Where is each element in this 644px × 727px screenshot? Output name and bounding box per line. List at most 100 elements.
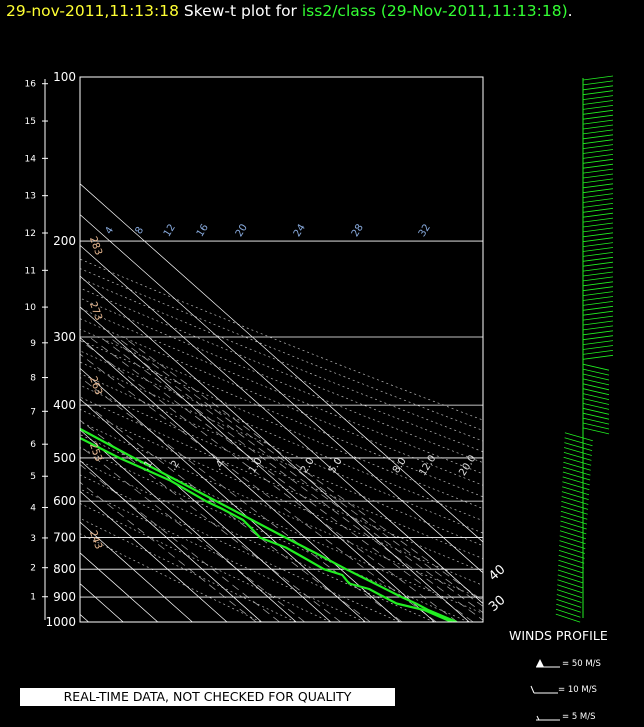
wind-barb bbox=[582, 124, 614, 130]
wind-barb bbox=[582, 247, 614, 252]
wind-legend-50: = 50 M/S bbox=[534, 658, 634, 672]
wind-barb bbox=[563, 452, 592, 461]
mixing-ratio-line bbox=[89, 336, 474, 622]
altitude-label: 3 bbox=[30, 534, 36, 544]
wind-barb bbox=[563, 461, 591, 471]
isotherm bbox=[0, 77, 19, 622]
mixing-ratio-lower-label: .2 bbox=[168, 459, 182, 473]
mixing-ratio-line bbox=[123, 336, 483, 602]
mixing-ratio-upper-label-group: 20 bbox=[234, 222, 250, 239]
wind-barb bbox=[562, 466, 591, 476]
altitude-label: 11 bbox=[25, 266, 36, 276]
wind-barb bbox=[582, 227, 614, 233]
pressure-label: 500 bbox=[53, 451, 76, 465]
wind-barb bbox=[562, 471, 591, 481]
dry-adiabat bbox=[80, 503, 331, 622]
mixing-ratio-upper-label-group: 4 bbox=[104, 225, 117, 236]
mixing-ratio-upper-label-group: 32 bbox=[417, 222, 433, 239]
wind-barb-50-icon bbox=[536, 659, 560, 668]
mixing-ratio-upper-label: 20 bbox=[234, 222, 250, 239]
title-timestamp: 29-nov-2011,11:13:18 bbox=[6, 2, 179, 20]
wind-barb bbox=[557, 584, 583, 594]
wind-barb bbox=[582, 403, 610, 410]
pressure-label: 1000 bbox=[45, 615, 76, 629]
mixing-ratio-line bbox=[80, 376, 403, 622]
altitude-label: 13 bbox=[25, 192, 36, 202]
mixing-ratio-lower-label-group: 1.0 bbox=[247, 456, 265, 475]
wind-barb bbox=[559, 545, 586, 554]
isotherm bbox=[80, 521, 193, 622]
title-plot-label: Skew-t plot for bbox=[183, 2, 297, 20]
wind-barb bbox=[560, 510, 588, 520]
isotherm bbox=[80, 337, 401, 622]
wind-barb bbox=[582, 242, 614, 247]
wind-barb bbox=[564, 437, 593, 447]
mixing-ratio-line bbox=[116, 336, 483, 607]
isotherm bbox=[80, 367, 366, 622]
wind-legend-5-label: = 5 M/S bbox=[562, 712, 596, 722]
wind-barb bbox=[561, 505, 588, 515]
wind-barb bbox=[560, 515, 588, 525]
pressure-label: 800 bbox=[53, 562, 76, 576]
winds-profile-title: WINDS PROFILE bbox=[509, 628, 608, 643]
altitude-label: 7 bbox=[30, 407, 36, 417]
wind-barb bbox=[557, 569, 584, 579]
wind-barb bbox=[582, 90, 614, 96]
temperature-profile-line bbox=[80, 427, 458, 622]
wind-barb bbox=[582, 222, 614, 228]
wind-barb bbox=[582, 325, 614, 331]
skewt-grid bbox=[0, 77, 483, 622]
wind-barb bbox=[582, 232, 614, 238]
mixing-ratio-upper-label: 32 bbox=[417, 222, 433, 239]
wind-barb bbox=[582, 368, 610, 376]
altitude-label: 1 bbox=[30, 593, 36, 603]
isotherm bbox=[80, 306, 435, 622]
title-station: iss2/class (29-Nov-2011,11:13:18) bbox=[301, 2, 568, 20]
isotherm bbox=[80, 398, 332, 622]
wind-barb bbox=[560, 520, 587, 530]
skewt-labels: 1002003004005006007008009001000123456789… bbox=[25, 70, 509, 629]
pressure-label: 200 bbox=[53, 234, 76, 248]
isotherm bbox=[80, 244, 483, 604]
wind-barb bbox=[582, 163, 614, 169]
mixing-ratio-line bbox=[80, 481, 257, 622]
wind-barb bbox=[582, 261, 614, 267]
pressure-label: 100 bbox=[53, 70, 76, 84]
wind-barb bbox=[582, 173, 614, 179]
wind-barb bbox=[562, 481, 590, 491]
dry-adiabat bbox=[80, 460, 435, 622]
mixing-ratio-upper-label: 16 bbox=[195, 222, 211, 239]
wind-barb-10-icon bbox=[530, 685, 558, 694]
isotherm bbox=[80, 275, 470, 622]
wind-barb bbox=[556, 594, 582, 603]
wind-legend-50-label: = 50 M/S bbox=[562, 659, 601, 669]
dry-adiabat bbox=[80, 268, 483, 431]
mixing-ratio-lower-label-group: .4 bbox=[213, 459, 227, 473]
wind-barb bbox=[582, 158, 614, 164]
mixing-ratio-lower-label-group: 12.0 bbox=[417, 453, 438, 478]
wind-barb bbox=[582, 85, 614, 91]
wind-barb bbox=[563, 447, 592, 456]
wind-barb bbox=[561, 491, 589, 500]
mixing-ratio-upper-label-group: 28 bbox=[350, 222, 366, 239]
wind-barb bbox=[582, 168, 614, 174]
pressure-label: 700 bbox=[53, 531, 76, 545]
wind-barb bbox=[560, 525, 587, 535]
wind-barb bbox=[582, 252, 614, 257]
mixing-ratio-upper-label-group: 24 bbox=[292, 222, 308, 239]
mixing-ratio-lower-label: .1 bbox=[141, 459, 155, 473]
wind-barb bbox=[582, 207, 614, 213]
wind-barb bbox=[558, 564, 584, 574]
altitude-label: 9 bbox=[30, 339, 36, 349]
wind-barb bbox=[582, 330, 614, 336]
plot-frame bbox=[79, 76, 484, 623]
isotherm bbox=[80, 429, 297, 622]
qc-notice: REAL-TIME DATA, NOT CHECKED FOR QUALITY bbox=[20, 688, 395, 706]
wind-barb bbox=[582, 154, 614, 159]
wind-barb bbox=[582, 144, 614, 149]
wind-barb bbox=[555, 613, 581, 623]
wind-barb bbox=[582, 129, 614, 135]
winds-profile-panel bbox=[555, 75, 614, 623]
mixing-ratio-line bbox=[80, 464, 280, 622]
dry-adiabat-left-label-group: 243 bbox=[87, 529, 104, 551]
